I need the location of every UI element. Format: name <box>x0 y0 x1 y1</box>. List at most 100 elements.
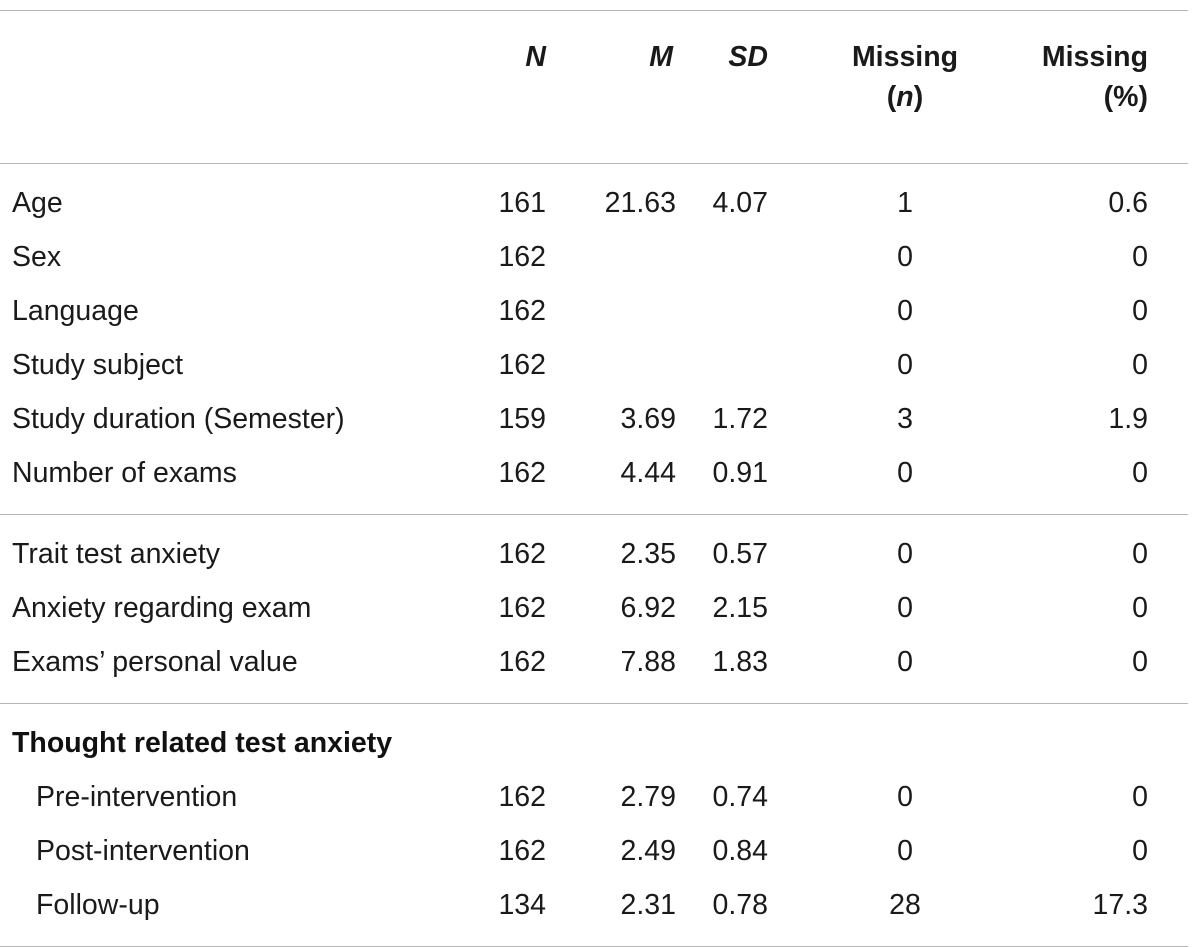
table-row: Pre-intervention 162 2.79 0.74 0 0 <box>0 770 1188 824</box>
row-label: Follow-up <box>0 878 478 947</box>
cell-missing-n: 0 <box>897 538 913 570</box>
table-row: Study duration (Semester) 159 3.69 1.72 3 1.9 <box>0 392 1188 446</box>
header-mean: M <box>558 10 698 164</box>
table-row: Language 162 0 0 <box>0 284 1188 338</box>
cell-sd <box>698 284 778 338</box>
header-missing-pct-line2: (%) <box>1103 81 1148 113</box>
cell-sd: 0.84 <box>712 835 768 867</box>
cell-missing-n: 0 <box>778 446 1028 515</box>
cell-mean: 2.35 <box>620 538 676 570</box>
table-row: Sex 162 0 0 <box>0 230 1188 284</box>
cell-n: 162 <box>498 241 546 273</box>
header-missing-n-line1: Missing <box>851 41 959 73</box>
cell-sd: 0.74 <box>712 781 768 813</box>
cell-mean: 4.44 <box>558 446 698 515</box>
cell-sd: 2.15 <box>712 592 768 624</box>
header-blank-cell <box>0 10 478 164</box>
cell-n: 159 <box>498 403 546 435</box>
row-label: Exams’ personal value <box>0 635 478 704</box>
cell-missing-n: 1 <box>897 187 913 219</box>
table-row: Exams’ personal value 162 7.88 1.83 0 0 <box>0 635 1188 704</box>
cell-missing-pct: 0 <box>1132 241 1148 273</box>
cell-n: 162 <box>478 635 558 704</box>
descriptive-stats-table-container: N M SD Missing (n) Missing (%) Age 161 21.… <box>0 10 1188 947</box>
cell-n: 162 <box>498 538 546 570</box>
cell-missing-pct: 0 <box>1132 349 1148 381</box>
section-heading-row: Thought related test anxiety <box>0 704 1188 771</box>
cell-sd <box>698 338 778 392</box>
cell-mean: 2.79 <box>620 781 676 813</box>
cell-sd <box>698 230 778 284</box>
header-missing-pct: Missing (%) <box>1028 10 1188 164</box>
header-missing-n-open: ( <box>886 81 897 113</box>
cell-missing-pct: 0 <box>1132 592 1148 624</box>
row-label: Post-intervention <box>36 835 250 867</box>
cell-mean: 7.88 <box>558 635 698 704</box>
cell-n: 161 <box>498 187 546 219</box>
row-label: Anxiety regarding exam <box>12 592 312 624</box>
cell-mean <box>558 338 698 392</box>
cell-missing-n: 0 <box>897 835 913 867</box>
cell-mean: 21.63 <box>604 187 676 219</box>
header-n: N <box>478 10 558 164</box>
cell-missing-n: 0 <box>897 592 913 624</box>
cell-missing-pct: 0 <box>1132 295 1148 327</box>
cell-mean <box>558 284 698 338</box>
cell-mean: 6.92 <box>620 592 676 624</box>
cell-n: 162 <box>498 781 546 813</box>
descriptive-stats-table: N M SD Missing (n) Missing (%) Age 161 21.… <box>0 10 1188 947</box>
cell-missing-n: 0 <box>897 349 913 381</box>
cell-missing-n: 3 <box>897 403 913 435</box>
header-missing-n-var: n <box>896 81 914 113</box>
cell-n: 162 <box>498 349 546 381</box>
table-row: Follow-up 134 2.31 0.78 28 17.3 <box>0 878 1188 947</box>
cell-missing-pct: 0 <box>1132 538 1148 570</box>
cell-sd: 1.83 <box>698 635 778 704</box>
row-label: Pre-intervention <box>36 781 238 813</box>
row-label: Study duration (Semester) <box>12 403 345 435</box>
table-row: Anxiety regarding exam 162 6.92 2.15 0 0 <box>0 581 1188 635</box>
cell-missing-pct: 0 <box>1132 781 1148 813</box>
cell-missing-n: 28 <box>778 878 1028 947</box>
header-missing-n: Missing (n) <box>778 10 1028 164</box>
header-missing-n-close: ) <box>913 81 924 113</box>
row-label: Language <box>12 295 139 327</box>
row-label: Trait test anxiety <box>12 538 221 570</box>
cell-missing-pct: 1.9 <box>1108 403 1148 435</box>
cell-missing-n: 0 <box>778 635 1028 704</box>
cell-missing-pct: 0 <box>1132 835 1148 867</box>
cell-sd: 0.91 <box>698 446 778 515</box>
table-body: Age 161 21.63 4.07 1 0.6 Sex 162 0 0 Language 162 0 0… <box>0 164 1188 947</box>
section-heading: Thought related test anxiety <box>12 727 393 759</box>
cell-missing-n: 0 <box>897 295 913 327</box>
cell-n: 134 <box>478 878 558 947</box>
cell-mean <box>558 230 698 284</box>
cell-n: 162 <box>478 446 558 515</box>
header-sd: SD <box>698 10 778 164</box>
cell-missing-pct: 0 <box>1028 446 1188 515</box>
cell-missing-pct: 0 <box>1028 635 1188 704</box>
cell-n: 162 <box>498 295 546 327</box>
row-label: Number of exams <box>0 446 478 515</box>
cell-sd: 0.78 <box>698 878 778 947</box>
cell-mean: 3.69 <box>620 403 676 435</box>
cell-missing-n: 0 <box>897 241 913 273</box>
cell-sd: 1.72 <box>712 403 768 435</box>
row-label: Study subject <box>12 349 184 381</box>
cell-missing-n: 0 <box>897 781 913 813</box>
header-missing-pct-line1: Missing <box>1041 41 1148 73</box>
row-label: Sex <box>12 241 62 273</box>
cell-sd: 0.57 <box>712 538 768 570</box>
cell-mean: 2.49 <box>620 835 676 867</box>
cell-missing-pct: 0.6 <box>1108 187 1148 219</box>
row-label: Age <box>12 187 63 219</box>
table-row: Study subject 162 0 0 <box>0 338 1188 392</box>
table-row: Trait test anxiety 162 2.35 0.57 0 0 <box>0 515 1188 582</box>
cell-sd: 4.07 <box>712 187 768 219</box>
cell-n: 162 <box>498 592 546 624</box>
table-row: Post-intervention 162 2.49 0.84 0 0 <box>0 824 1188 878</box>
cell-missing-pct: 17.3 <box>1028 878 1188 947</box>
header-row: N M SD Missing (n) Missing (%) <box>0 10 1188 164</box>
cell-mean: 2.31 <box>558 878 698 947</box>
cell-n: 162 <box>498 835 546 867</box>
